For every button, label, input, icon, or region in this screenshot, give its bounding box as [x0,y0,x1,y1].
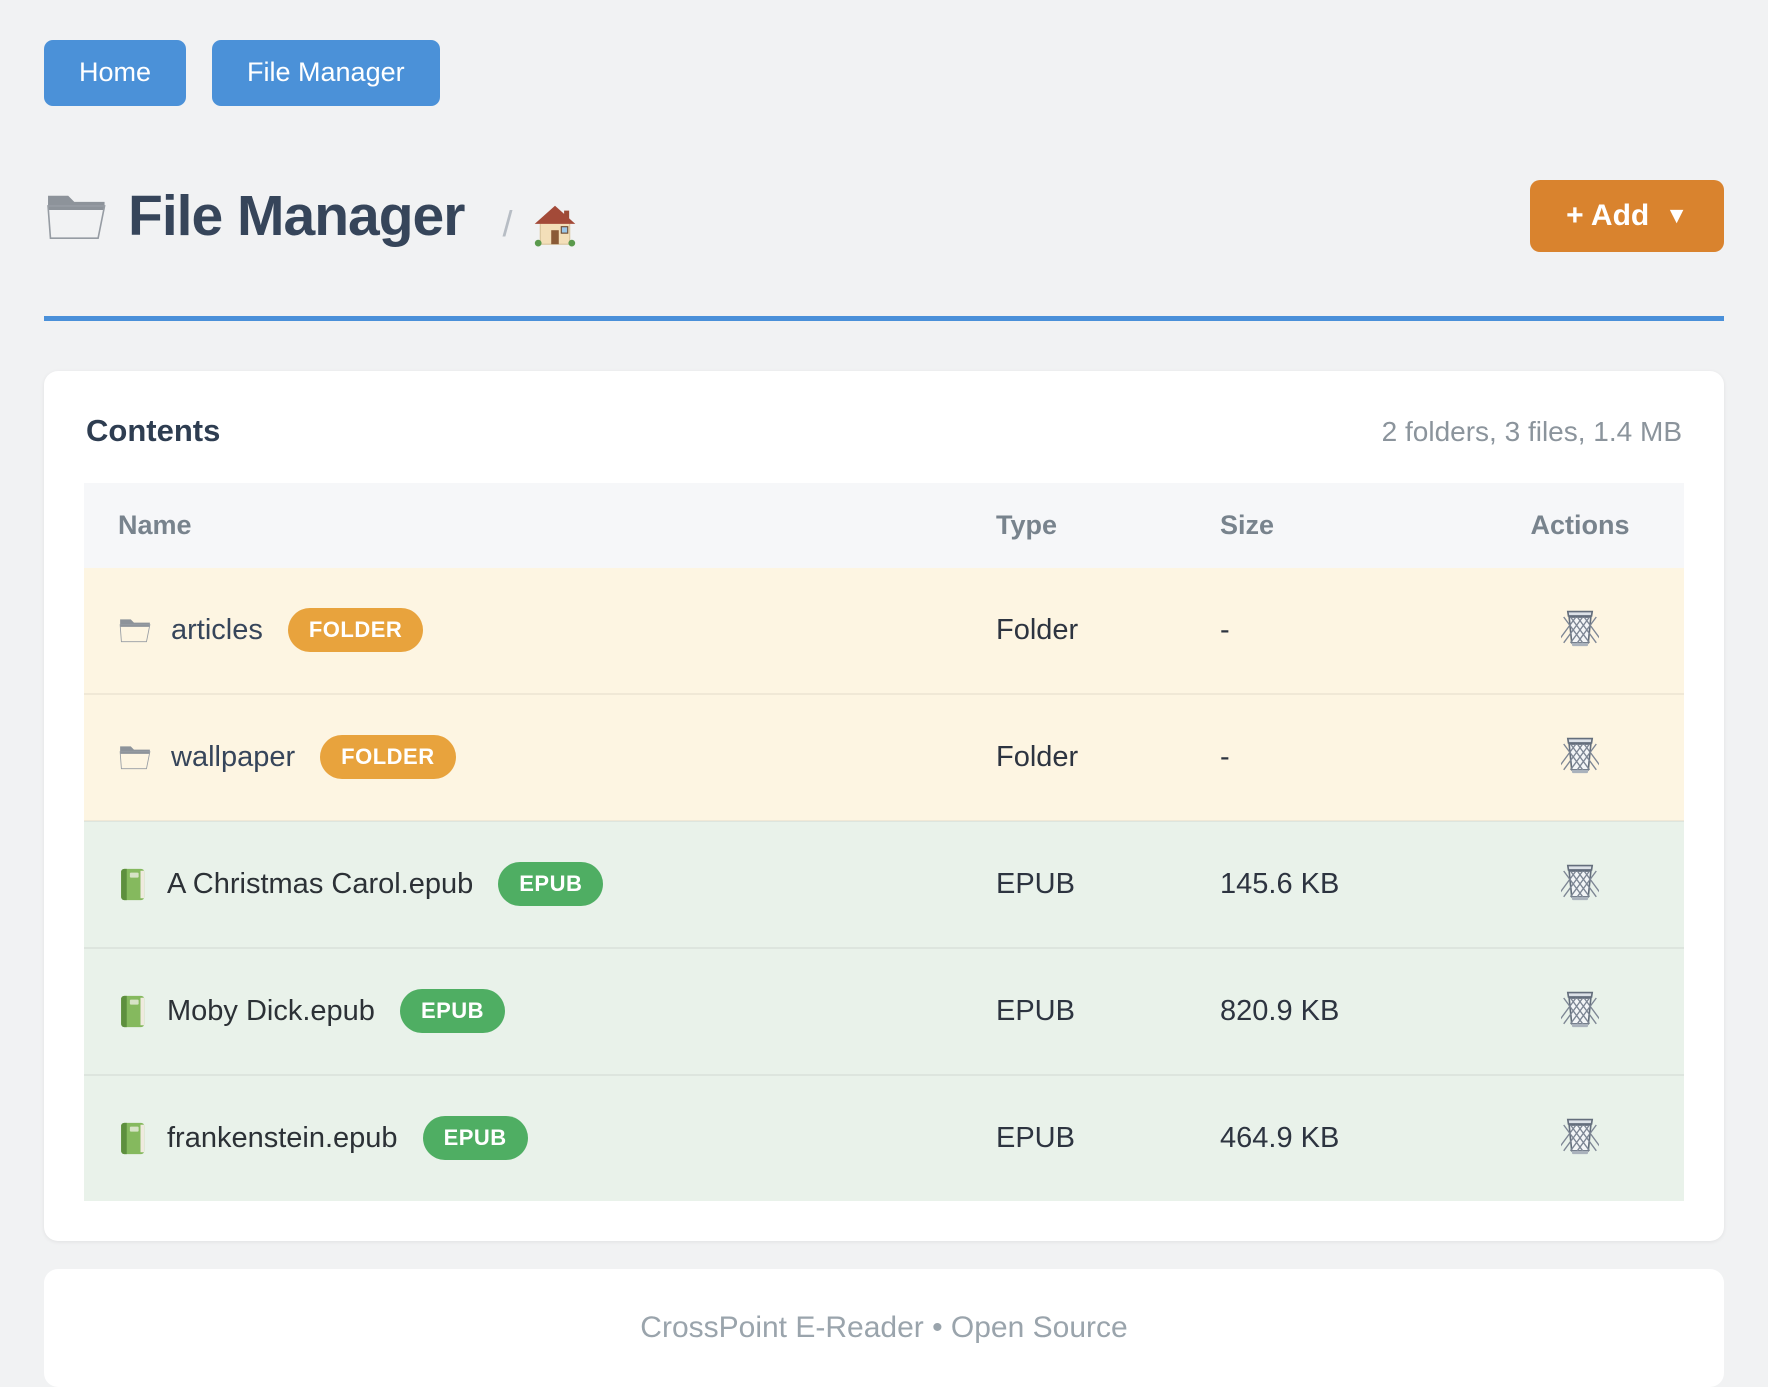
file-badge: EPUB [399,989,506,1034]
book-icon [118,994,148,1029]
title-group: File Manager / [44,183,576,249]
column-type: Type [996,482,1220,568]
book-icon [121,1122,145,1154]
file-type: EPUB [996,994,1075,1027]
trash-icon [1566,1118,1594,1154]
add-button[interactable]: + Add ▼ [1530,179,1724,252]
file-badge: EPUB [422,1116,528,1161]
table-header-row: Name Type Size Actions [84,482,1684,568]
accent-divider [44,315,1724,321]
table-row: A Christmas Carol.epub EPUB EPUB 145.6 K… [84,820,1684,948]
delete-button[interactable] [1561,860,1599,901]
table-row: frankenstein.epub EPUB EPUB 464.9 KB [84,1074,1684,1201]
file-type: EPUB [996,1121,1075,1154]
file-table-body: articles FOLDER Folder - [84,567,1684,1201]
chevron-down-icon: ▼ [1665,202,1688,229]
table-row: wallpaper FOLDER Folder - [84,693,1684,821]
breadcrumb-home[interactable] [534,205,576,249]
file-name[interactable]: articles [171,613,263,646]
file-size: - [1220,613,1230,646]
file-size: 820.9 KB [1220,994,1340,1027]
contents-card: Contents 2 folders, 3 files, 1.4 MB Name… [44,370,1724,1241]
file-name[interactable]: wallpaper [171,740,296,773]
table-row: Moby Dick.epub EPUB EPUB 820.9 KB [84,947,1684,1075]
file-size: 464.9 KB [1220,1121,1340,1154]
file-type: Folder [996,740,1079,773]
file-name[interactable]: Moby Dick.epub [167,994,375,1027]
breadcrumb-separator: / [502,202,513,244]
book-icon [118,1121,148,1156]
folder-icon [118,616,152,644]
add-button-label: + Add [1566,198,1650,232]
column-actions: Actions [1476,482,1684,568]
delete-button[interactable] [1561,606,1599,647]
trash-icon [1566,737,1594,773]
book-icon [121,995,145,1027]
nav-file-manager-button[interactable]: File Manager [212,40,440,106]
file-name[interactable]: frankenstein.epub [167,1121,398,1154]
folder-icon [118,743,152,771]
book-icon [118,867,148,902]
footer-text: CrossPoint E-Reader • Open Source [640,1310,1128,1344]
contents-header: Contents 2 folders, 3 files, 1.4 MB [84,407,1684,483]
folder-icon [119,746,151,770]
page-header: File Manager / + Add ▼ [44,179,1724,252]
nav-home-button[interactable]: Home [44,40,187,106]
file-badge: EPUB [498,862,604,907]
file-badge: FOLDER [320,735,456,780]
footer: CrossPoint E-Reader • Open Source [44,1268,1724,1387]
file-size: 145.6 KB [1220,867,1340,900]
table-row: articles FOLDER Folder - [84,567,1684,694]
file-type: Folder [996,613,1079,646]
file-table: Name Type Size Actions articles FOLDER F… [84,482,1684,1201]
folder-icon [119,619,151,643]
column-name: Name [84,482,996,568]
delete-button[interactable] [1561,733,1599,774]
book-icon [121,868,145,900]
file-name[interactable]: A Christmas Carol.epub [167,867,474,900]
page-title: File Manager [128,183,465,248]
column-size: Size [1220,482,1476,568]
trash-icon [1566,991,1594,1027]
trash-icon [1566,610,1594,646]
folder-icon [44,189,109,242]
file-type: EPUB [996,867,1075,900]
file-badge: FOLDER [287,608,424,653]
file-size: - [1220,740,1230,773]
delete-button[interactable] [1561,987,1599,1028]
house-icon [535,205,576,247]
trash-icon [1566,864,1594,900]
folder-icon [47,195,106,239]
contents-summary: 2 folders, 3 files, 1.4 MB [1381,415,1682,447]
contents-title: Contents [86,412,221,448]
delete-button[interactable] [1561,1114,1599,1155]
top-nav: Home File Manager [44,0,1724,106]
